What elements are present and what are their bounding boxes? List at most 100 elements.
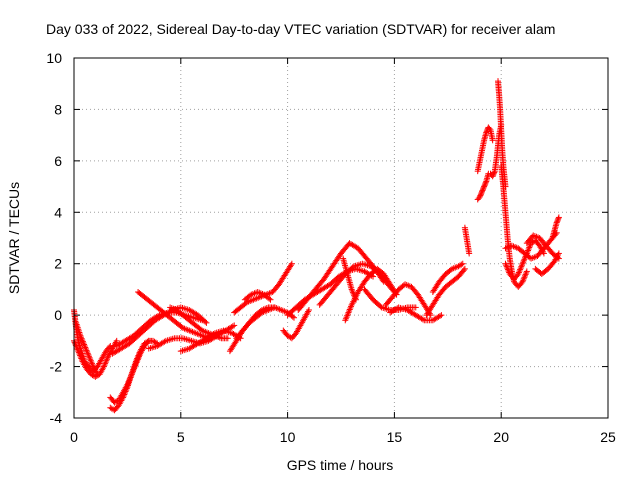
series-arc-b [71,337,120,380]
data-point [503,263,510,270]
data-point [75,349,82,356]
data-point [476,193,483,200]
data-point [491,169,498,176]
data-point [271,304,278,311]
data-point [132,362,139,369]
data-point [478,188,485,195]
data-point [100,363,107,370]
series-arc-y [423,265,468,319]
data-point [466,250,473,257]
data-point [555,215,562,222]
data-point [555,250,562,257]
data-point [477,192,484,199]
data-point [483,129,490,136]
data-point [526,244,533,251]
data-point [419,316,426,323]
data-point [460,267,467,274]
data-point [515,269,522,276]
data-point [129,368,136,375]
data-point [113,337,120,344]
data-point [127,374,134,381]
data-point [461,265,468,272]
series-arc-x [387,304,445,324]
data-point [144,339,151,346]
data-point [349,287,356,294]
data-point [521,256,528,263]
series-arc-aj [549,214,562,241]
series-arc-aa [474,170,492,203]
data-point [504,266,511,273]
data-point [84,350,91,357]
series-arc-p [280,307,312,342]
data-point [438,312,445,319]
data-point [231,322,238,329]
data-point [135,353,142,360]
data-point [520,259,527,266]
data-point [131,365,138,372]
data-point [555,214,562,221]
data-point [87,357,94,364]
data-point [85,353,92,360]
data-point [130,366,137,373]
data-point [94,371,101,378]
data-point [76,351,83,358]
data-point [436,313,443,319]
data-point [89,360,96,367]
x-tick-label: 25 [600,429,616,445]
series-arc-ai [532,250,562,277]
data-point [523,268,530,275]
data-point [479,187,486,194]
chart-title: Day 033 of 2022, Sidereal Day-to-day VTE… [46,21,555,37]
data-point [82,344,89,351]
data-point [480,184,487,191]
data-point [129,369,136,376]
data-point [412,304,419,311]
data-point [81,343,88,349]
data-point [135,355,142,362]
data-point [525,247,532,254]
data-point [126,377,133,384]
data-point [133,359,140,366]
data-point [348,286,355,293]
data-point [458,261,465,268]
x-tick-label: 20 [493,429,509,445]
data-point [352,295,359,302]
data-point [82,345,89,352]
y-tick-label: 8 [54,101,62,117]
data-point [145,337,152,344]
axis-ticks [73,57,609,419]
series-arc-e [107,337,152,406]
data-point [78,355,85,362]
data-point [77,352,84,359]
series-arc-z [429,260,466,295]
data-point [125,378,132,385]
x-axis-label: GPS time / hours [287,457,394,473]
data-point [482,181,489,187]
data-point [287,262,294,269]
data-point [553,219,560,226]
data-point [128,371,135,378]
data-point [85,351,92,358]
data-point [349,289,356,296]
data-point [134,358,141,365]
y-tick-label: -4 [50,410,63,426]
data-point [502,260,509,267]
data-point [522,271,529,278]
series-arc-ab [474,124,496,175]
y-tick-label: 0 [54,307,62,323]
data-point [224,335,231,342]
series-arc-j [167,304,231,342]
data-point [518,262,525,269]
data-point [351,292,358,299]
data-point [478,190,485,196]
data-point [229,323,236,330]
data-point [203,319,210,326]
data-point [554,217,561,223]
x-tick-label: 15 [387,429,403,445]
data-point [288,260,295,267]
data-point [124,381,131,388]
data-point [520,257,527,264]
data-point [521,274,528,281]
data-point [291,314,298,321]
